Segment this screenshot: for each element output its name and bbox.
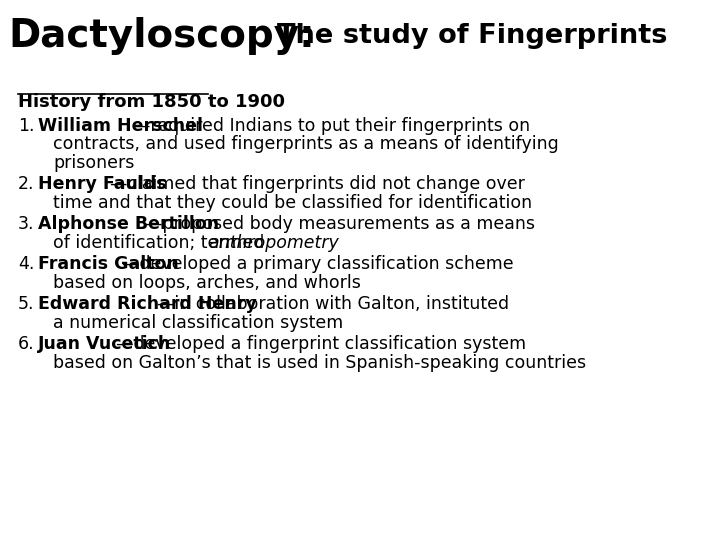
Text: 4.: 4. bbox=[18, 255, 35, 273]
Text: —claimed that fingerprints did not change over: —claimed that fingerprints did not chang… bbox=[109, 176, 524, 193]
Text: based on loops, arches, and whorls: based on loops, arches, and whorls bbox=[53, 274, 361, 292]
Text: 2.: 2. bbox=[18, 176, 35, 193]
Text: Juan Vucetich: Juan Vucetich bbox=[38, 335, 171, 353]
Text: a numerical classification system: a numerical classification system bbox=[53, 314, 343, 332]
Text: Edward Richard Henry: Edward Richard Henry bbox=[38, 295, 257, 313]
Text: based on Galton’s that is used in Spanish-speaking countries: based on Galton’s that is used in Spanis… bbox=[53, 354, 586, 372]
Text: anthropometry: anthropometry bbox=[208, 234, 339, 252]
Text: —developed a primary classification scheme: —developed a primary classification sche… bbox=[122, 255, 513, 273]
Text: —required Indians to put their fingerprints on: —required Indians to put their fingerpri… bbox=[133, 117, 531, 135]
Text: The study of Fingerprints: The study of Fingerprints bbox=[277, 23, 667, 50]
Text: of identification; termed: of identification; termed bbox=[53, 234, 270, 252]
Text: 3.: 3. bbox=[18, 215, 35, 233]
Text: 5.: 5. bbox=[18, 295, 35, 313]
Text: Alphonse Bertillon: Alphonse Bertillon bbox=[38, 215, 219, 233]
Text: Dactyloscopy:: Dactyloscopy: bbox=[9, 17, 315, 56]
Text: William Herschel: William Herschel bbox=[38, 117, 203, 135]
Text: —in collaboration with Galton, instituted: —in collaboration with Galton, institute… bbox=[158, 295, 510, 313]
Text: History from 1850 to 1900: History from 1850 to 1900 bbox=[18, 93, 285, 111]
Text: contracts, and used fingerprints as a means of identifying: contracts, and used fingerprints as a me… bbox=[53, 136, 559, 153]
Text: —developed a fingerprint classification system: —developed a fingerprint classification … bbox=[116, 335, 526, 353]
Text: time and that they could be classified for identification: time and that they could be classified f… bbox=[53, 194, 532, 212]
Text: 6.: 6. bbox=[18, 335, 35, 353]
Text: prisoners: prisoners bbox=[53, 154, 135, 172]
Text: —proposed body measurements as a means: —proposed body measurements as a means bbox=[145, 215, 536, 233]
Text: Francis Galton: Francis Galton bbox=[38, 255, 179, 273]
Text: 1.: 1. bbox=[18, 117, 35, 135]
Text: Henry Faulds: Henry Faulds bbox=[38, 176, 166, 193]
